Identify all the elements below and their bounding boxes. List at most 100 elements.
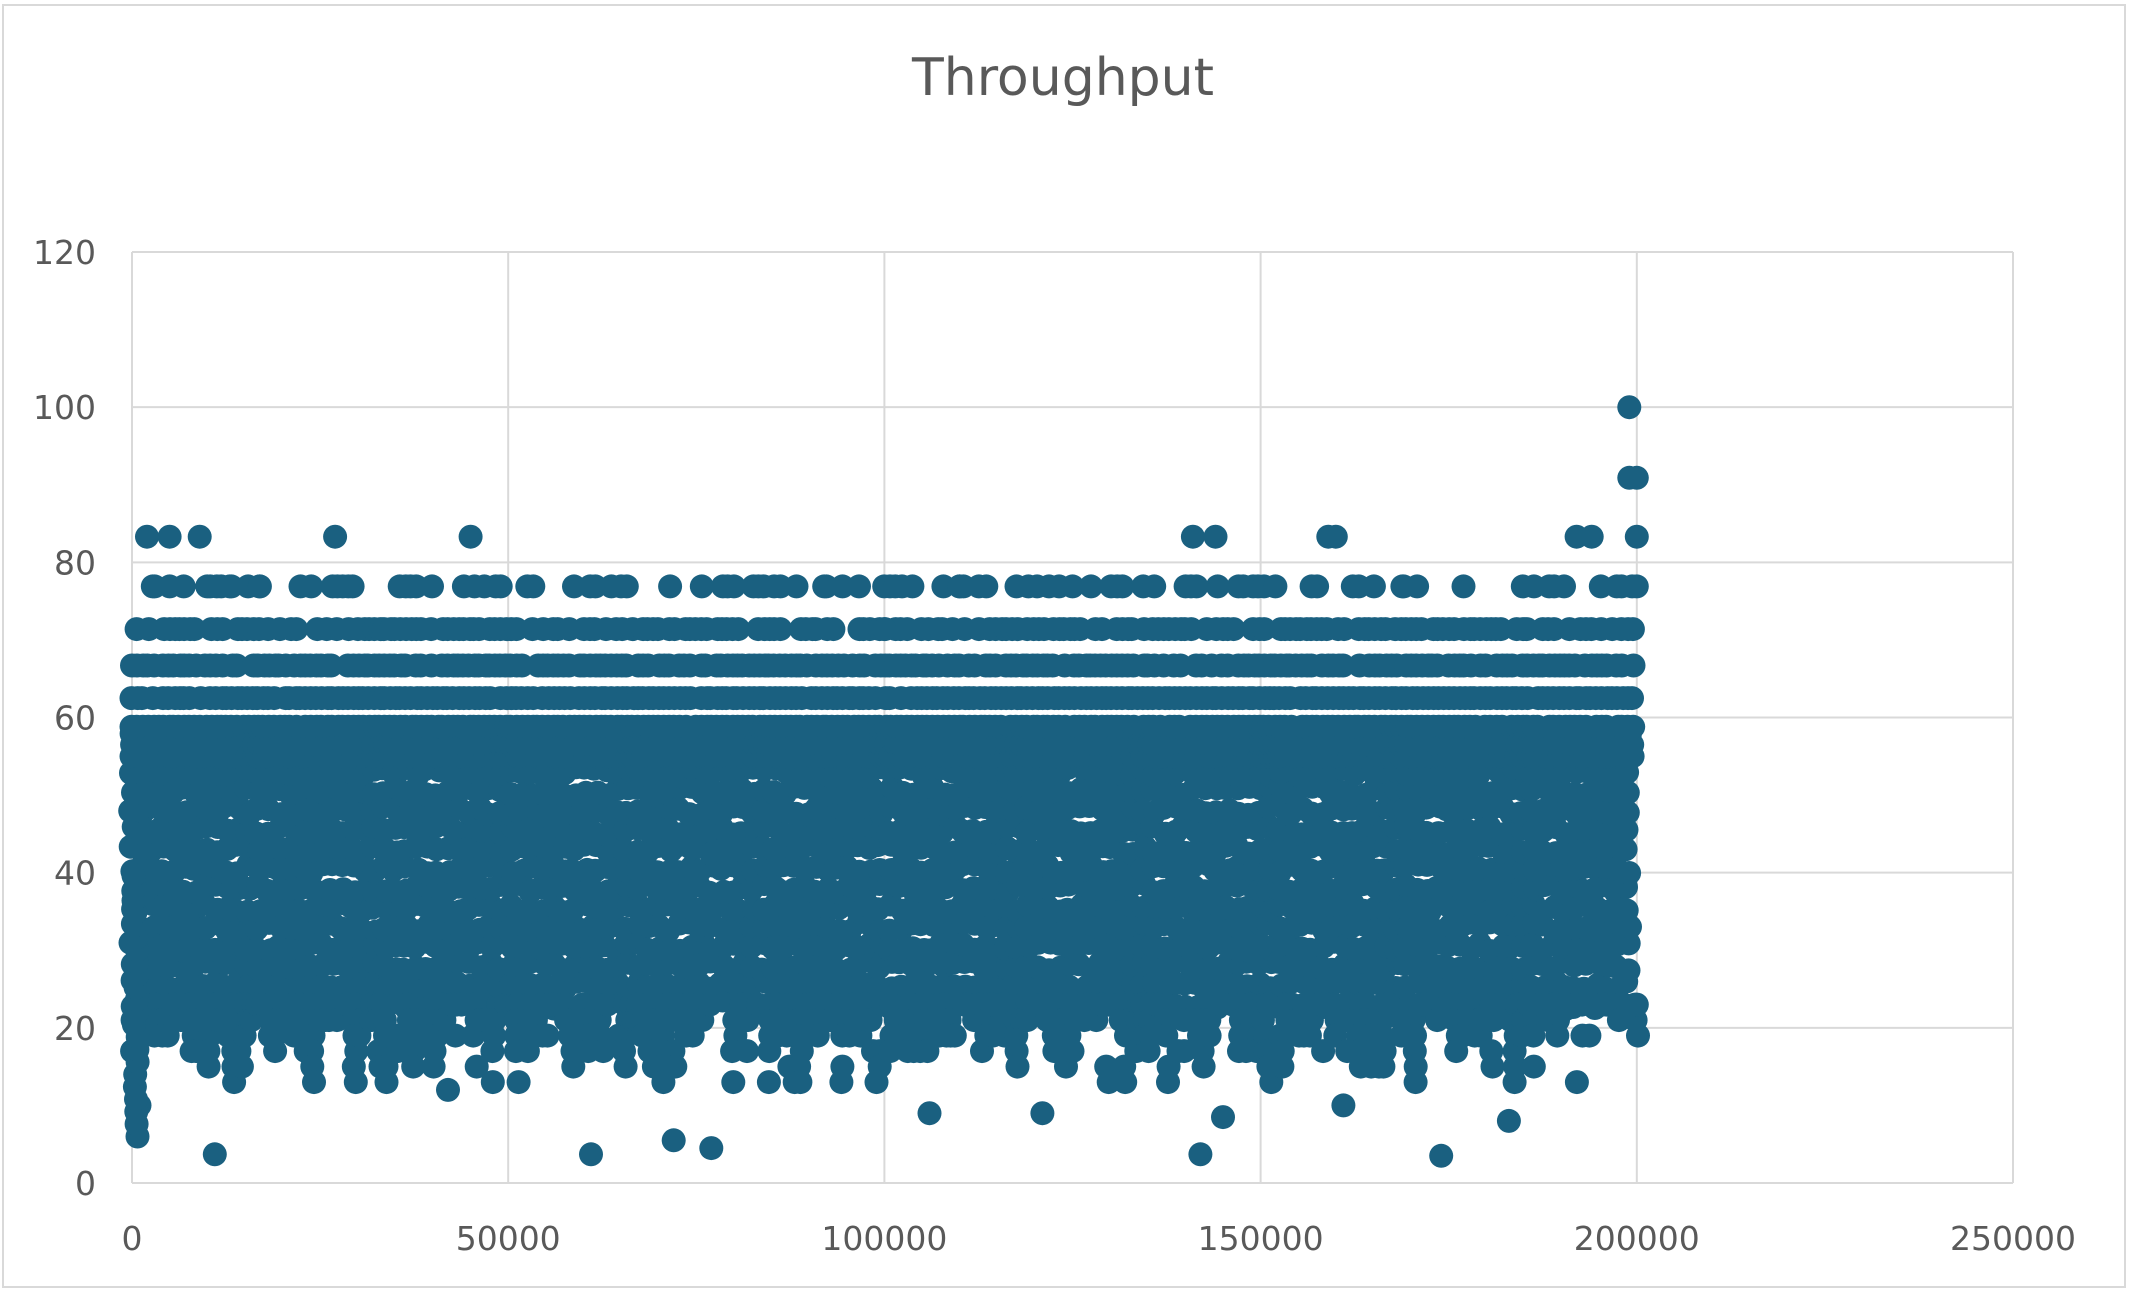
data-point: [1113, 1070, 1138, 1095]
data-point: [864, 1070, 889, 1095]
data-point: [613, 1054, 638, 1079]
data-point: [1451, 574, 1476, 599]
x-tick-label: 100000: [821, 1219, 947, 1258]
data-point: [1331, 1093, 1356, 1118]
data-point: [121, 863, 146, 888]
data-point: [1429, 1143, 1454, 1168]
data-point: [1270, 1054, 1295, 1079]
data-point: [1305, 574, 1330, 599]
y-tick-label: 0: [75, 1164, 96, 1203]
data-point: [1614, 898, 1639, 923]
data-point: [661, 1128, 686, 1153]
data-point: [421, 1054, 446, 1079]
data-point: [224, 653, 249, 678]
y-tick-label: 120: [33, 233, 96, 272]
data-point: [812, 574, 837, 599]
data-point: [1376, 992, 1401, 1017]
data-point: [1211, 1105, 1235, 1130]
data-point: [1184, 574, 1209, 599]
data-point: [1323, 524, 1348, 549]
data-point: [1614, 817, 1639, 842]
data-point: [182, 617, 207, 642]
data-point: [699, 1136, 724, 1161]
data-point: [821, 617, 846, 642]
x-tick-label: 0: [122, 1219, 143, 1258]
data-point: [319, 653, 344, 678]
data-point: [1361, 574, 1386, 599]
data-point: [187, 524, 212, 549]
data-point: [1403, 1070, 1428, 1095]
data-point: [1620, 617, 1645, 642]
data-point: [330, 574, 355, 599]
data-point: [284, 617, 309, 642]
data-point: [196, 1054, 221, 1079]
data-point: [830, 574, 855, 599]
data-point: [202, 1142, 227, 1167]
data-point: [480, 1039, 505, 1064]
data-point: [1110, 574, 1135, 599]
data-point: [1371, 1054, 1396, 1079]
x-tick-label: 150000: [1198, 1219, 1324, 1258]
data-point: [436, 1077, 460, 1102]
data-point: [247, 574, 272, 599]
data-point: [420, 574, 444, 599]
data-point: [1626, 1023, 1650, 1048]
data-point: [464, 1054, 489, 1079]
data-point: [535, 1023, 560, 1048]
y-tick-label: 100: [33, 388, 96, 427]
data-point: [302, 1070, 326, 1095]
x-tick-label: 50000: [456, 1219, 561, 1258]
data-point: [1616, 958, 1641, 983]
data-point: [1617, 861, 1642, 885]
data-point: [658, 574, 683, 599]
data-point: [1624, 992, 1649, 1017]
data-point: [1521, 1054, 1546, 1079]
data-point: [942, 1023, 967, 1048]
y-tick-label: 60: [54, 699, 96, 738]
data-point: [663, 1054, 688, 1079]
data-point: [721, 574, 746, 599]
data-point: [784, 574, 809, 599]
data-point: [1606, 1008, 1631, 1033]
data-point: [1136, 1039, 1161, 1064]
data-point: [1502, 1070, 1527, 1095]
data-point: [374, 1070, 399, 1095]
data-point: [974, 574, 999, 599]
data-point: [591, 1039, 616, 1064]
data-point: [1060, 1039, 1085, 1064]
data-point: [1624, 524, 1649, 549]
data-point: [697, 992, 722, 1017]
data-point: [900, 574, 925, 599]
data-point: [1180, 524, 1205, 549]
data-point: [120, 653, 144, 678]
data-point: [1203, 524, 1228, 549]
data-point: [1188, 1142, 1213, 1167]
data-point: [443, 1023, 468, 1048]
data-point: [788, 1070, 813, 1095]
data-point: [229, 1054, 254, 1079]
data-point: [1621, 714, 1646, 739]
data-point: [768, 617, 793, 642]
y-tick-label: 40: [54, 854, 96, 893]
y-tick-label: 80: [54, 543, 96, 582]
data-point: [1030, 1101, 1055, 1126]
data-point: [756, 1070, 781, 1095]
data-point: [829, 1070, 854, 1095]
data-point: [595, 992, 620, 1017]
data-point: [135, 524, 159, 549]
data-point: [726, 617, 751, 642]
data-point: [515, 1039, 540, 1064]
data-point: [323, 524, 348, 549]
data-point: [735, 1039, 759, 1064]
data-point: [1256, 992, 1281, 1017]
data-point: [1620, 686, 1644, 711]
data-point: [1156, 1070, 1180, 1095]
data-point: [1005, 1054, 1030, 1079]
data-point: [1096, 1070, 1121, 1095]
data-point: [609, 574, 634, 599]
data-point: [1615, 800, 1640, 825]
x-axis-ticks: 0 50000 100000 150000 200000 250000: [122, 1219, 2076, 1258]
data-point: [917, 1101, 942, 1126]
data-point: [1172, 1039, 1197, 1064]
